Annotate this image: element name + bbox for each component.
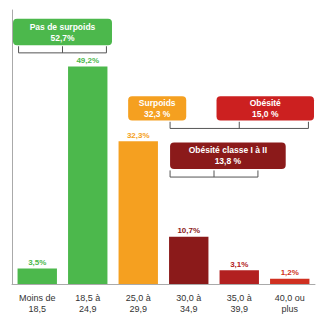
svg-text:15,0 %: 15,0 %	[252, 109, 279, 119]
svg-text:plus: plus	[281, 304, 298, 314]
svg-text:3,5%: 3,5%	[28, 258, 46, 267]
svg-text:39,9: 39,9	[230, 304, 248, 314]
svg-text:Surpoids: Surpoids	[139, 98, 176, 108]
svg-text:18,5: 18,5	[28, 304, 46, 314]
svg-text:40,0 ou: 40,0 ou	[275, 293, 305, 303]
svg-text:1,2%: 1,2%	[281, 268, 299, 277]
svg-text:Moins de: Moins de	[19, 293, 56, 303]
svg-text:10,7%: 10,7%	[177, 226, 200, 235]
svg-text:29,9: 29,9	[129, 304, 147, 314]
svg-text:25,0 à: 25,0 à	[126, 293, 151, 303]
svg-text:3,1%: 3,1%	[230, 260, 248, 269]
svg-text:30,0 à: 30,0 à	[176, 293, 201, 303]
svg-text:18,5 à: 18,5 à	[75, 293, 100, 303]
svg-text:Obésité classe I à II: Obésité classe I à II	[189, 145, 267, 155]
svg-text:35,0 à: 35,0 à	[227, 293, 252, 303]
svg-text:32,3 %: 32,3 %	[144, 109, 171, 119]
svg-text:Obésité: Obésité	[250, 98, 281, 108]
svg-text:24,9: 24,9	[79, 304, 97, 314]
svg-text:52,7%: 52,7%	[50, 33, 75, 43]
svg-text:49,2%: 49,2%	[76, 56, 99, 65]
svg-text:13,8 %: 13,8 %	[215, 156, 242, 166]
svg-text:Pas de surpoids: Pas de surpoids	[30, 22, 96, 32]
svg-text:32,3%: 32,3%	[127, 131, 150, 140]
svg-text:34,9: 34,9	[180, 304, 198, 314]
